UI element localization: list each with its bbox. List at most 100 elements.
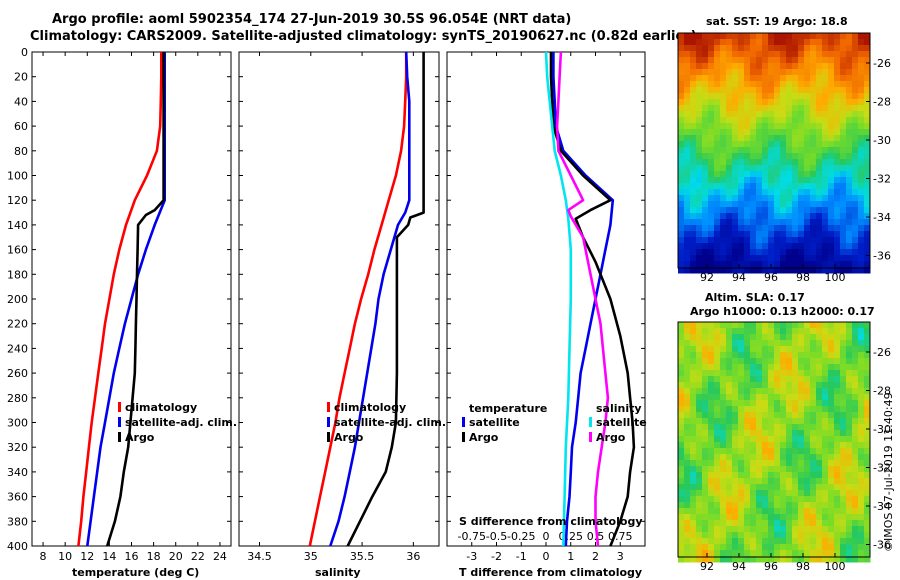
map-cell [840,538,847,545]
map-cell [696,39,703,46]
map-cell [678,352,685,359]
map-cell [792,364,799,371]
map-cell [798,472,805,479]
map-cell [858,346,865,353]
map-cell [780,219,787,226]
map-cell [762,45,769,52]
map-cell [696,496,703,503]
map-cell [720,478,727,485]
map-cell [858,159,865,166]
map-cell [810,69,817,76]
map-cell [696,322,703,329]
map-cell [852,87,859,94]
map-cell [846,129,853,136]
map-cell [834,424,841,431]
map-cell [804,502,811,509]
map-cell [684,514,691,521]
map-cell [702,460,709,467]
map-cell [804,388,811,395]
map-cell [774,135,781,142]
map-cell [828,502,835,509]
map-cell [834,322,841,329]
map-cell [732,382,739,389]
map-cell [696,93,703,100]
map-cell [822,39,829,46]
map-cell [840,165,847,172]
map-cell [720,51,727,58]
map-cell [816,123,823,130]
map-cell [720,33,727,40]
map-cell [702,243,709,250]
map-cell [720,165,727,172]
map-cell [804,141,811,148]
y-tick-label: 40 [14,95,28,108]
map-cell [696,478,703,485]
map-cell [780,261,787,268]
legend-swatch-satellite [327,417,330,427]
map-cell [678,406,685,413]
map-cell [798,213,805,220]
map-cell [708,117,715,124]
map-cell [696,213,703,220]
map-cell [858,45,865,52]
map-cell [858,171,865,178]
map-cell [858,550,865,557]
map-cell [756,243,763,250]
map-cell [762,490,769,497]
map-cell [750,189,757,196]
map-cell [852,147,859,154]
y-tick-label: 240 [7,342,28,355]
map-cell [804,466,811,473]
map-cell [780,424,787,431]
map-cell [702,153,709,160]
map-cell [858,484,865,491]
map-cell [858,57,865,64]
map-cell [690,550,697,557]
map-cell [750,460,757,467]
map-cell [756,496,763,503]
map-cell [846,472,853,479]
map-cell [840,418,847,425]
map-cell [786,556,793,563]
map-cell [768,538,775,545]
map-cell [690,502,697,509]
map-cell [774,177,781,184]
map-cell [864,430,871,437]
map-cell [792,99,799,106]
map-cell [702,81,709,88]
s-tick-label: -0.75 [458,530,486,543]
map-cell [720,388,727,395]
map-cell [822,93,829,100]
map-cell [726,39,733,46]
map-cell [804,346,811,353]
map-cell [714,99,721,106]
map-cell [786,430,793,437]
map-cell [768,442,775,449]
map-cell [726,412,733,419]
map-cell [702,201,709,208]
map-cell [780,490,787,497]
map-cell [780,39,787,46]
map-cell [834,430,841,437]
map-cell [810,177,817,184]
map-cell [858,424,865,431]
map-cell [744,165,751,172]
map-cell [690,93,697,100]
map-cell [834,550,841,557]
map-cell [804,183,811,190]
map-cell [708,424,715,431]
map-cell [732,69,739,76]
map-cell [810,436,817,443]
map-cell [798,165,805,172]
map-cell [696,69,703,76]
map-cell [804,213,811,220]
map-cell [816,406,823,413]
map-cell [678,460,685,467]
map-cell [822,33,829,40]
map-cell [792,424,799,431]
map-cell [798,322,805,329]
map-cell [726,496,733,503]
map-cell [774,382,781,389]
map-x-tick-label: 100 [825,560,846,573]
map-cell [786,472,793,479]
